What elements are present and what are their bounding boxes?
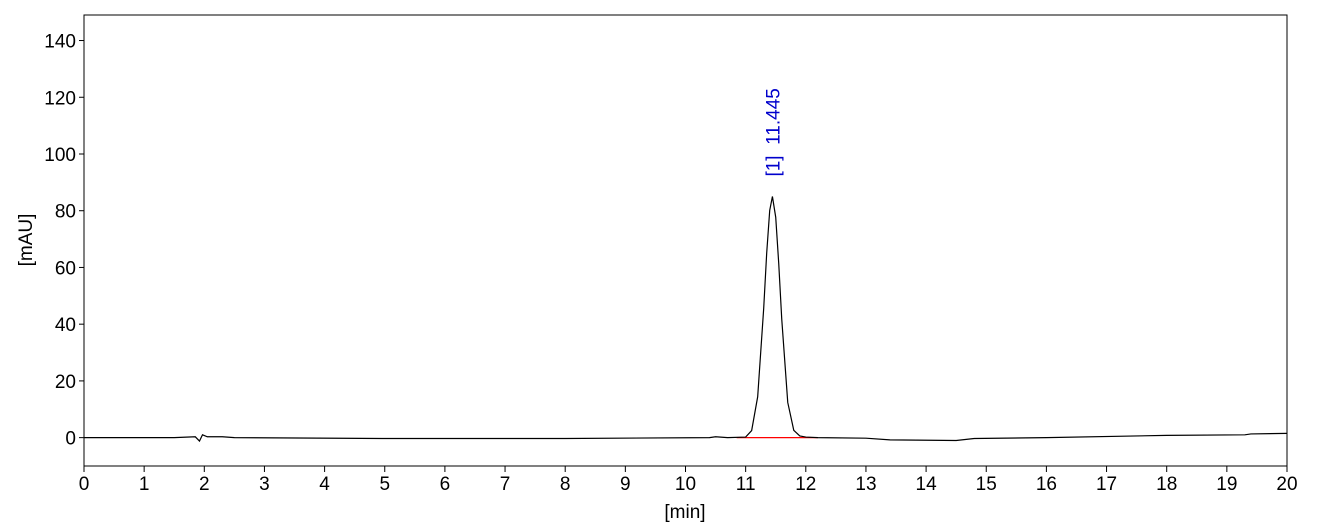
y-tick-label: 140 [44, 32, 76, 53]
plot-frame [83, 14, 1288, 467]
x-tick-label: 13 [855, 474, 876, 495]
x-tick-label: 15 [976, 474, 997, 495]
x-tick-label: 6 [440, 474, 451, 495]
x-tick-label: 4 [319, 474, 330, 495]
y-tick-label: 0 [65, 429, 76, 450]
x-tick-label: 11 [736, 474, 756, 495]
x-tick-label: 16 [1036, 474, 1057, 495]
x-tick-label: 5 [379, 474, 390, 495]
y-tick-label: 100 [44, 145, 76, 166]
x-tick-label: 3 [259, 474, 270, 495]
x-tick-label: 17 [1096, 474, 1117, 495]
x-tick-label: 12 [795, 474, 816, 495]
signal-line [84, 196, 1288, 443]
y-axis-label: [mAU] [16, 214, 37, 267]
x-tick-label: 20 [1276, 474, 1297, 495]
x-axis-label: [min] [664, 502, 705, 523]
x-tick-label: 7 [500, 474, 511, 495]
x-tick-label: 10 [675, 474, 696, 495]
x-tick-label: 1 [139, 474, 150, 495]
peak-label: [1] 11.445 [763, 88, 784, 176]
x-tick-label: 8 [560, 474, 571, 495]
x-tick-label: 14 [916, 474, 938, 495]
y-tick-label: 120 [44, 88, 76, 109]
x-tick-label: 0 [79, 474, 90, 495]
x-tick-label: 9 [620, 474, 631, 495]
y-tick-label: 80 [55, 202, 76, 223]
x-tick-label: 18 [1156, 474, 1177, 495]
x-tick-label: 2 [199, 474, 210, 495]
y-tick-label: 60 [55, 258, 76, 279]
y-tick-label: 40 [55, 315, 76, 336]
x-tick-label: 19 [1216, 474, 1237, 495]
y-tick-label: 20 [55, 372, 76, 393]
